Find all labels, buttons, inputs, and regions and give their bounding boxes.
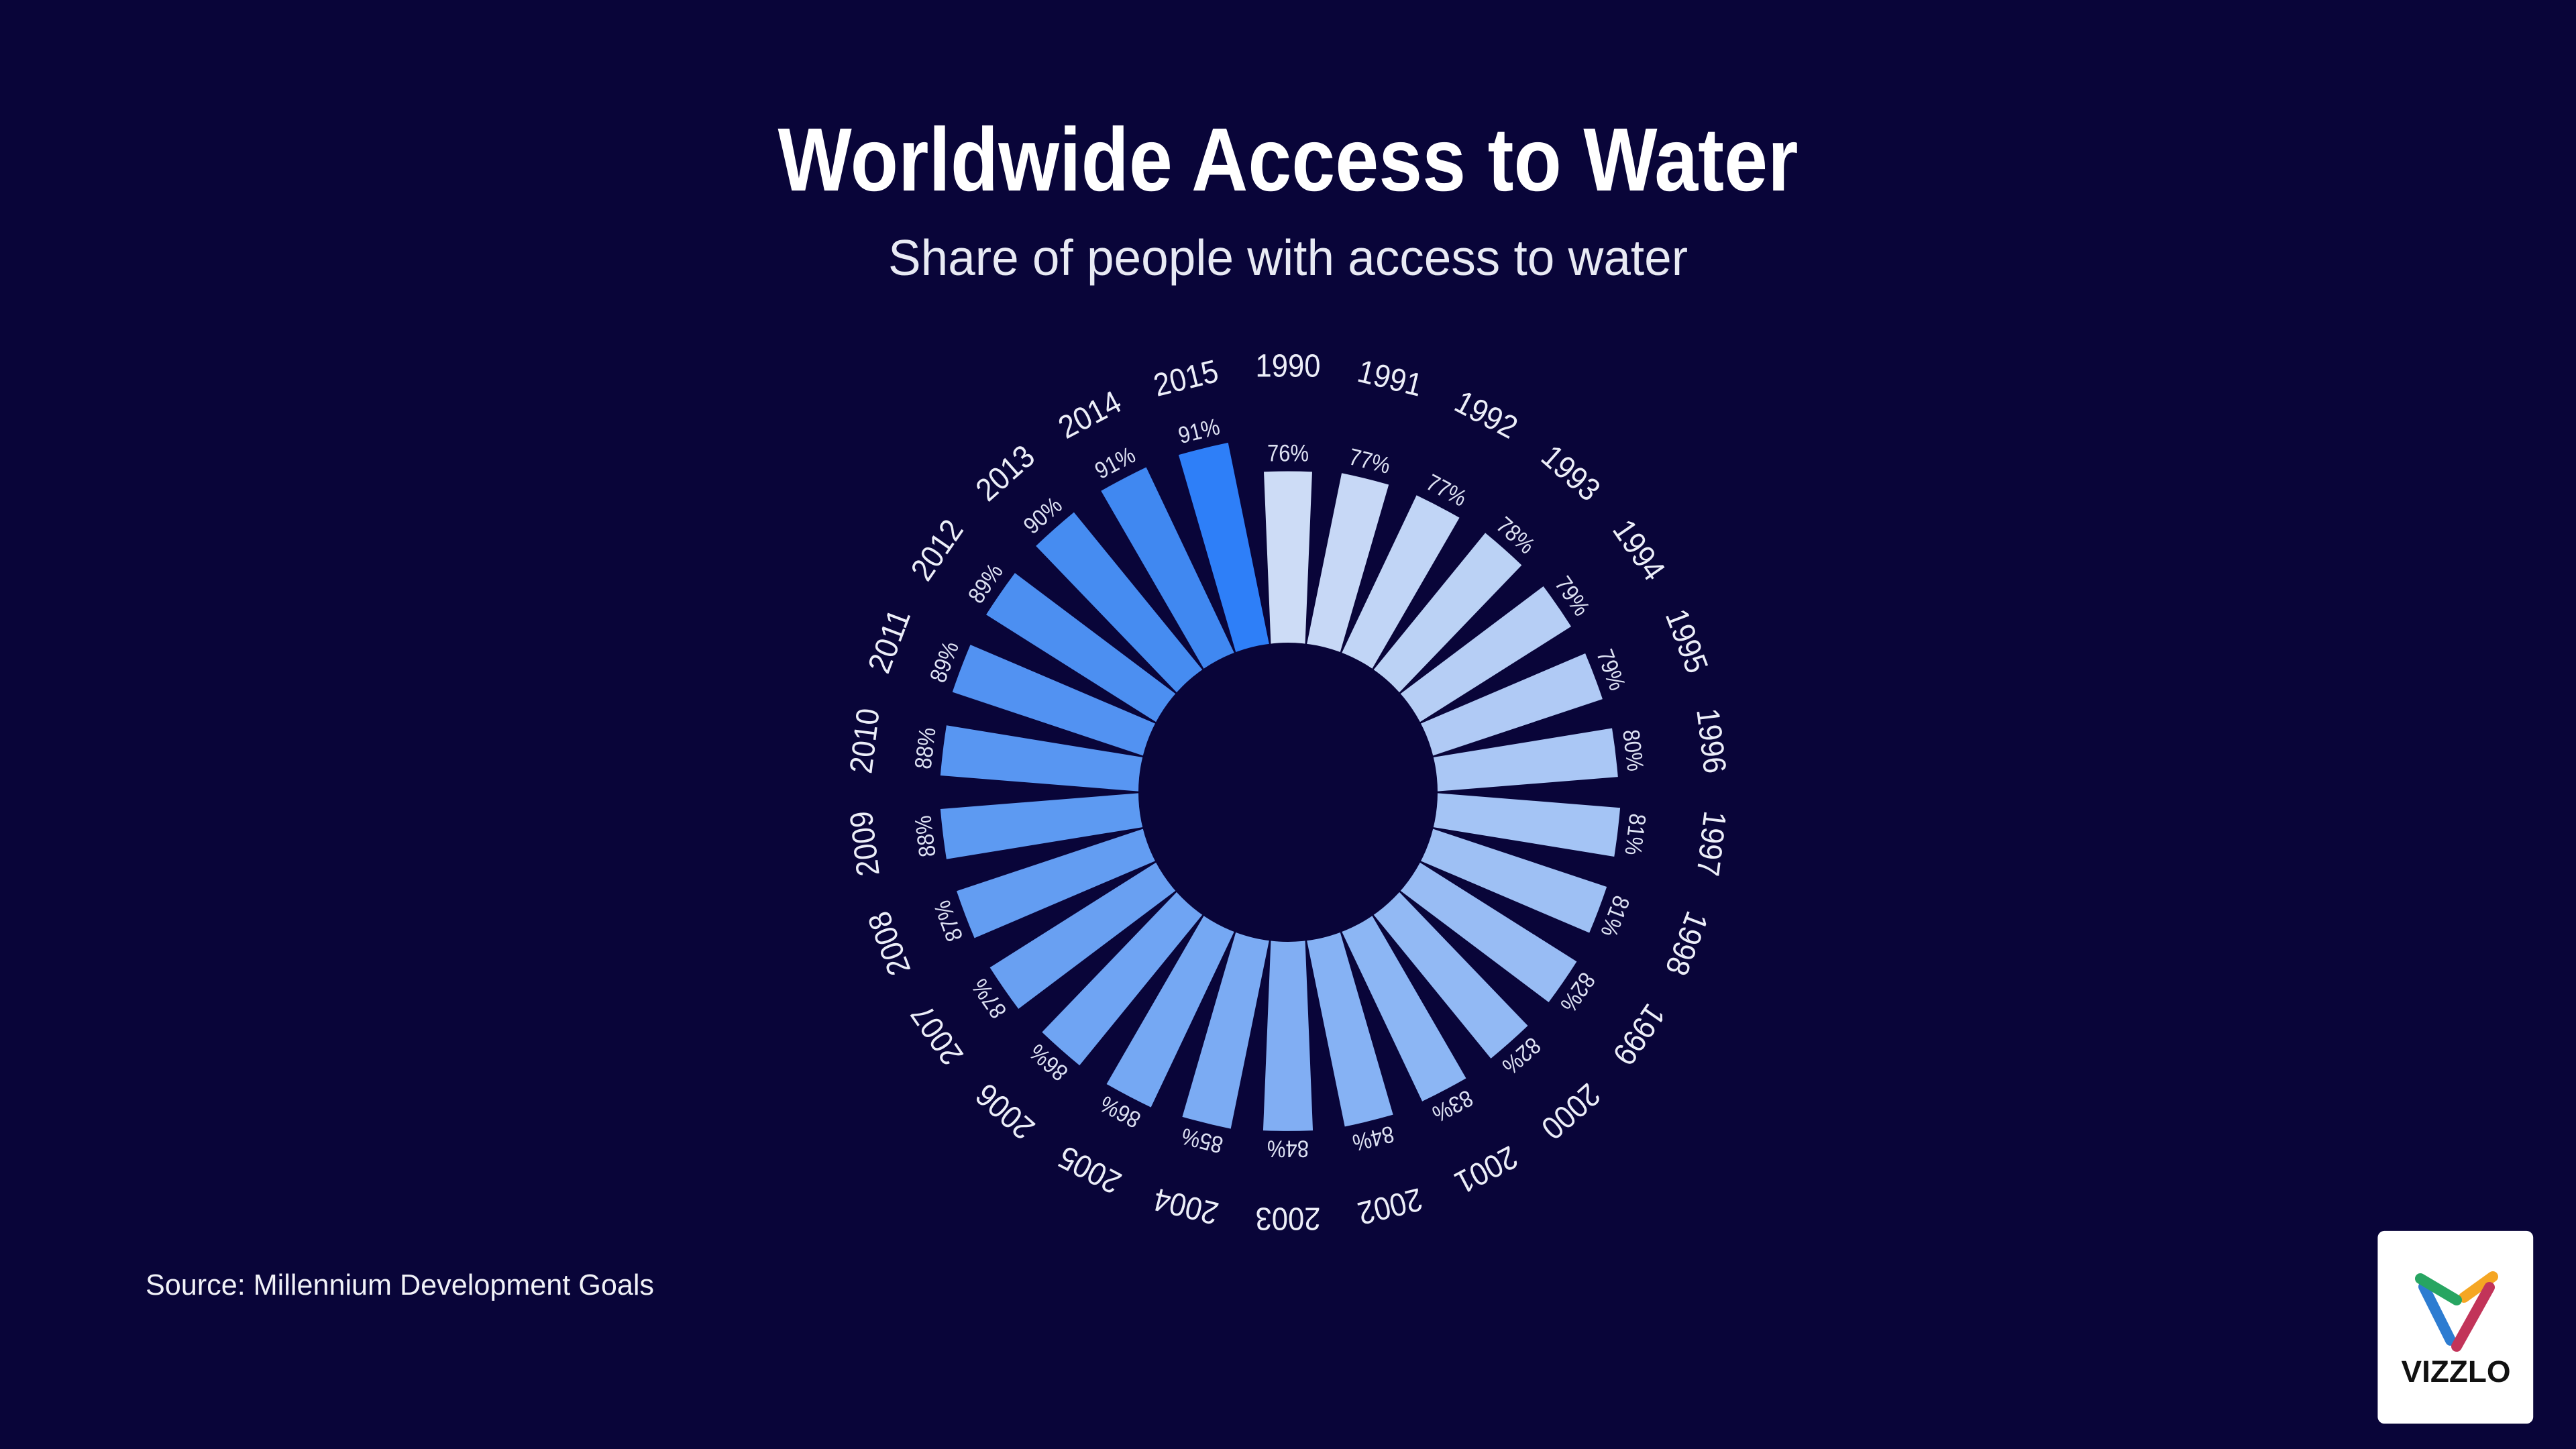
svg-text:Share of people with access to: Share of people with access to water <box>888 229 1688 286</box>
svg-text:VIZZLO: VIZZLO <box>2402 1354 2511 1389</box>
svg-text:1997: 1997 <box>1689 809 1732 878</box>
svg-text:2010: 2010 <box>843 706 886 775</box>
svg-text:1990: 1990 <box>1256 349 1321 384</box>
svg-text:1996: 1996 <box>1689 706 1732 775</box>
svg-text:81%: 81% <box>1619 812 1650 857</box>
svg-text:88%: 88% <box>910 726 941 770</box>
svg-text:Worldwide Access to Water: Worldwide Access to Water <box>778 110 1799 210</box>
svg-text:2003: 2003 <box>1256 1201 1321 1236</box>
svg-text:76%: 76% <box>1267 441 1309 467</box>
svg-text:80%: 80% <box>1617 728 1648 772</box>
svg-text:84%: 84% <box>1267 1136 1309 1162</box>
svg-text:2009: 2009 <box>843 809 886 878</box>
svg-text:88%: 88% <box>910 814 941 858</box>
svg-text:Source: Millennium Development: Source: Millennium Development Goals <box>146 1269 654 1301</box>
